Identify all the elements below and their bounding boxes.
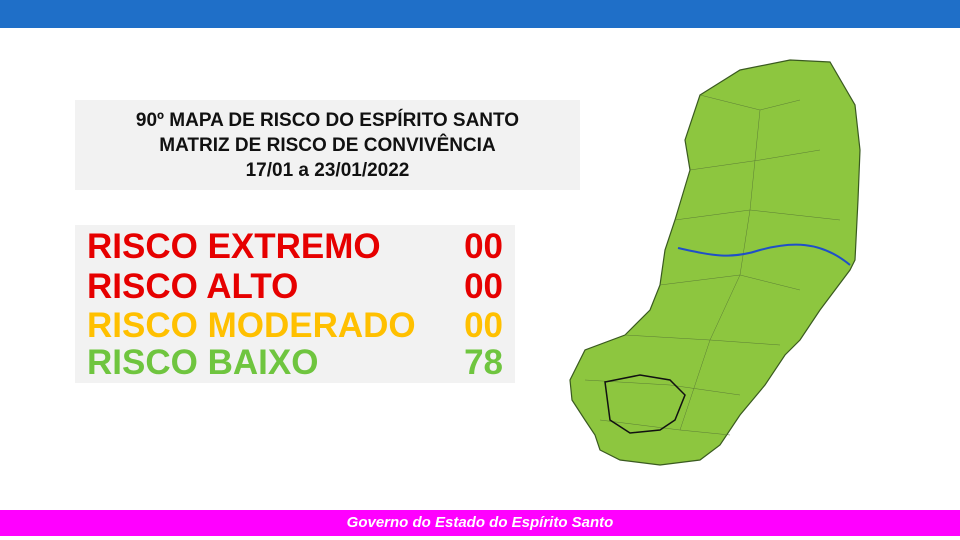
- risk-row: RISCO ALTO 00: [87, 267, 503, 307]
- state-shape: [569, 59, 861, 466]
- risk-count: 78: [464, 343, 503, 382]
- region-outline: [604, 374, 686, 434]
- map: [569, 59, 861, 466]
- risk-label: RISCO MODERADO: [87, 306, 416, 345]
- risk-row: RISCO BAIXO 78: [87, 343, 503, 383]
- risk-label: RISCO EXTREMO: [87, 227, 381, 266]
- title-line: 17/01 a 23/01/2022: [245, 159, 410, 181]
- river: [677, 243, 851, 266]
- title-line: MATRIZ DE RISCO DE CONVIVÊNCIA: [159, 134, 496, 156]
- risk-label: RISCO ALTO: [87, 267, 299, 306]
- risk-count: 00: [464, 267, 503, 306]
- municipal-lines: [584, 94, 841, 436]
- footer: Governo do Estado do Espírito Santo: [0, 510, 960, 536]
- title-box: 90º MAPA DE RISCO DO ESPÍRITO SANTO MATR…: [75, 100, 580, 190]
- risk-row: RISCO EXTREMO 00: [87, 227, 503, 267]
- risk-box: RISCO EXTREMO 00 RISCO ALTO 00 RISCO MODERAD…: [75, 225, 515, 383]
- risk-count: 00: [464, 306, 503, 345]
- risk-row: RISCO MODERADO 00: [87, 306, 503, 346]
- risk-count: 00: [464, 227, 503, 266]
- title-line: 90º MAPA DE RISCO DO ESPÍRITO SANTO: [135, 109, 520, 131]
- risk-label: RISCO BAIXO: [87, 343, 319, 382]
- top-bar: [0, 0, 960, 28]
